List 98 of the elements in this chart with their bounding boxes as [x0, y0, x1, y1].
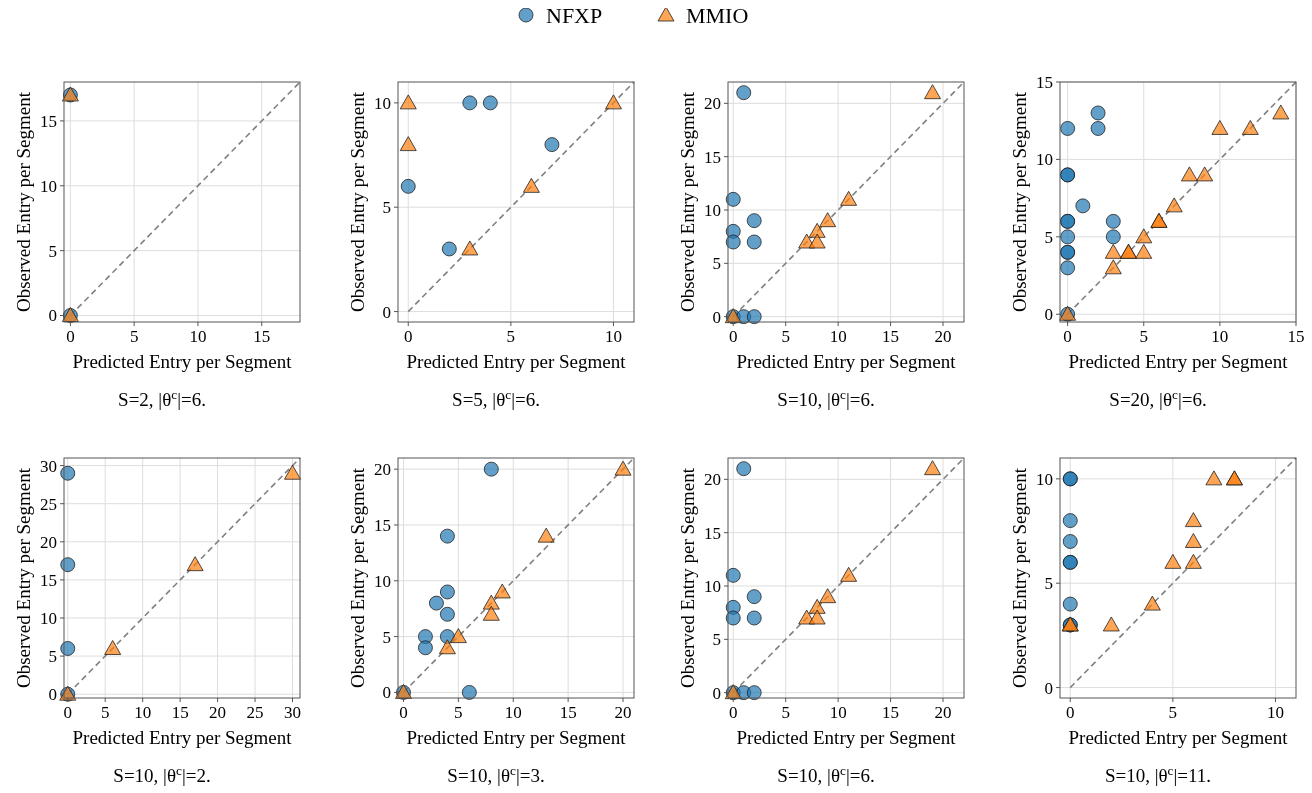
y-axis-title: Observed Entry per Segment	[677, 91, 698, 313]
y-tick-label: 0	[48, 685, 57, 705]
y-tick-label: 5	[382, 627, 391, 647]
y-axis-title: Observed Entry per Segment	[347, 467, 368, 689]
x-tick-label: 10	[504, 703, 522, 722]
y-tick-label: 30	[40, 456, 57, 476]
y-tick-label: 5	[1044, 227, 1053, 247]
y-tick-label: 15	[40, 111, 57, 131]
y-tick-label: 0	[382, 683, 391, 703]
y-axis-title: Observed Entry per Segment	[677, 467, 698, 689]
y-tick-label: 5	[712, 630, 721, 650]
x-tick-label: 30	[284, 703, 302, 722]
text: S=10, |θ$^{c}$|=6.	[777, 386, 875, 410]
y-axis-title: Observed Entry per Segment	[347, 91, 368, 313]
y-tick-label: 0	[712, 307, 721, 327]
x-tick-label: 20	[934, 327, 952, 346]
y-tick-label: 5	[48, 241, 57, 261]
text: S=10, |θ$^{c}$|=3.	[447, 762, 545, 786]
y-tick-label: 15	[374, 515, 391, 535]
legend-label: MMIO	[686, 2, 749, 28]
x-tick-label: 5	[100, 703, 110, 722]
x-tick-label: 25	[246, 703, 264, 722]
y-tick-label: 5	[382, 198, 391, 218]
y-tick-label: 5	[48, 647, 57, 667]
y-tick-label: 15	[704, 147, 721, 167]
y-tick-label: 10	[704, 576, 721, 596]
y-tick-label: 20	[704, 470, 721, 490]
y-tick-label: 10	[40, 176, 57, 196]
x-axis-title: Predicted Entry per Segment	[72, 727, 293, 748]
x-axis-title: Predicted Entry per Segment	[72, 351, 293, 372]
y-tick-label: 0	[712, 683, 721, 703]
x-tick-label: 0	[66, 327, 75, 346]
x-tick-label: 15	[882, 327, 900, 346]
x-tick-label: 5	[1168, 703, 1178, 722]
x-axis-title: Predicted Entry per Segment	[736, 727, 957, 748]
x-axis-title: Predicted Entry per Segment	[406, 727, 627, 748]
x-tick-label: 0	[1063, 327, 1072, 346]
y-tick-label: 10	[1036, 469, 1053, 489]
text: S=2, |θ$^{c}$|=6.	[118, 386, 206, 410]
x-tick-label: 10	[604, 327, 622, 346]
x-tick-label: 10	[134, 703, 152, 722]
y-axis-title: Observed Entry per Segment	[1009, 91, 1030, 313]
x-tick-label: 0	[728, 703, 738, 722]
y-axis-title: Observed Entry per Segment	[1009, 467, 1030, 689]
x-tick-label: 5	[129, 327, 139, 346]
x-tick-label: 20	[209, 703, 227, 722]
x-tick-label: 10	[1211, 327, 1229, 346]
x-tick-label: 20	[614, 703, 632, 722]
legend-label: NFXP	[546, 2, 603, 28]
y-tick-label: 10	[704, 200, 721, 220]
text: S=10, |θ$^{c}$|=2.	[113, 762, 211, 786]
x-tick-label: 20	[934, 703, 952, 722]
text: S=20, |θ$^{c}$|=6.	[1109, 386, 1207, 410]
y-tick-label: 0	[1044, 678, 1053, 698]
x-tick-label: 15	[171, 703, 189, 722]
x-tick-label: 5	[506, 327, 516, 346]
x-tick-label: 15	[1287, 327, 1305, 346]
y-tick-label: 5	[712, 254, 721, 274]
y-tick-label: 15	[40, 570, 57, 590]
x-tick-label: 5	[1139, 327, 1148, 346]
y-tick-label: 25	[40, 494, 57, 514]
x-axis-title: Predicted Entry per Segment	[1068, 351, 1289, 372]
y-tick-label: 15	[1036, 72, 1053, 92]
x-tick-label: 10	[1266, 703, 1284, 722]
x-axis-title: Predicted Entry per Segment	[406, 351, 627, 372]
y-tick-label: 10	[40, 608, 57, 628]
x-tick-label: 5	[781, 327, 790, 346]
x-tick-label: 5	[781, 703, 790, 722]
x-tick-label: 0	[399, 703, 408, 722]
text: S=10, |θ$^{c}$|=11.	[1104, 762, 1212, 786]
x-tick-label: 15	[559, 703, 577, 722]
y-axis-title: Observed Entry per Segment	[13, 467, 34, 689]
y-tick-label: 0	[382, 302, 391, 322]
x-tick-label: 5	[454, 703, 463, 722]
x-tick-label: 15	[882, 703, 900, 722]
x-tick-label: 10	[189, 327, 207, 346]
x-tick-label: 10	[829, 703, 847, 722]
y-tick-label: 20	[374, 460, 391, 480]
x-axis-title: Predicted Entry per Segment	[1068, 727, 1289, 748]
x-tick-label: 0	[728, 327, 738, 346]
y-tick-label: 10	[374, 93, 391, 113]
x-tick-label: 0	[63, 703, 72, 722]
x-tick-label: 0	[1066, 703, 1075, 722]
y-tick-label: 0	[48, 306, 57, 326]
x-tick-label: 15	[253, 327, 271, 346]
y-tick-label: 20	[40, 532, 57, 552]
y-tick-label: 5	[1044, 574, 1053, 594]
y-axis-title: Observed Entry per Segment	[13, 91, 34, 313]
y-tick-label: 15	[704, 523, 721, 543]
x-axis-title: Predicted Entry per Segment	[736, 351, 957, 372]
x-tick-label: 0	[404, 327, 413, 346]
y-tick-label: 0	[1044, 305, 1053, 325]
text: S=5, |θ$^{c}$|=6.	[452, 386, 540, 410]
y-tick-label: 10	[1036, 150, 1053, 170]
x-tick-label: 10	[829, 327, 847, 346]
y-tick-label: 10	[374, 571, 391, 591]
y-tick-label: 20	[704, 94, 721, 114]
text: S=10, |θ$^{c}$|=6.	[777, 762, 875, 786]
